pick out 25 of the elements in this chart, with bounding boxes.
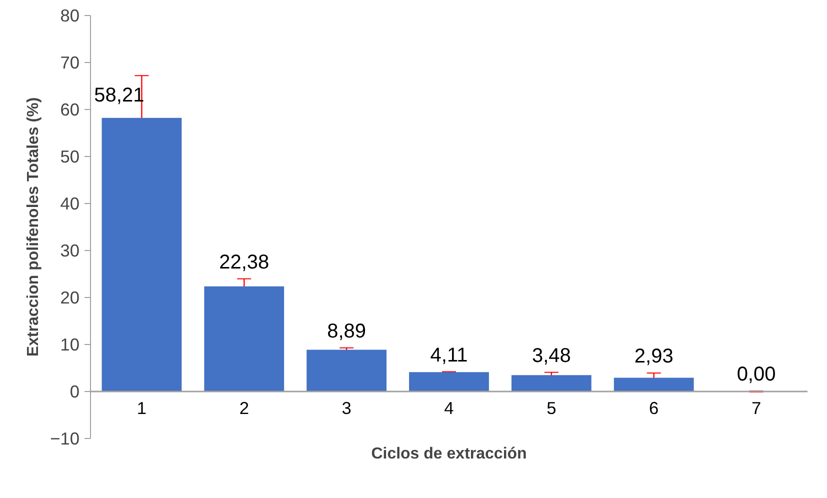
y-tick-label: 0 [70, 382, 80, 402]
y-tick-label: 10 [60, 334, 80, 354]
y-axis-title: Extraccion polifenoles Totales (%) [25, 97, 42, 357]
y-tick-label: 40 [60, 194, 80, 214]
y-tick-label: 70 [60, 52, 80, 72]
y-tick-label: 50 [60, 146, 80, 166]
data-label: 4,11 [430, 344, 468, 366]
x-tick-label: 3 [342, 398, 352, 418]
y-tick-label: 80 [60, 6, 80, 26]
data-label: 0,00 [736, 364, 776, 386]
y-tick-label: 60 [60, 100, 80, 120]
data-label: 2,93 [634, 346, 674, 368]
x-tick-label: 2 [239, 398, 249, 418]
x-tick-label: 6 [649, 398, 659, 418]
data-label: 8,89 [327, 320, 366, 342]
x-tick-label: 1 [136, 398, 147, 418]
x-axis-title: Ciclos de extracción [371, 446, 527, 462]
x-tick-label: 4 [444, 398, 454, 418]
data-label: 3,48 [532, 344, 571, 367]
x-tick-label: 5 [546, 398, 556, 418]
y-tick-label: 30 [60, 240, 80, 260]
y-tick-label: −10 [50, 428, 80, 448]
data-label: 22,38 [219, 251, 270, 274]
x-tick-label: 7 [751, 398, 762, 418]
y-tick-label: 20 [60, 288, 80, 308]
